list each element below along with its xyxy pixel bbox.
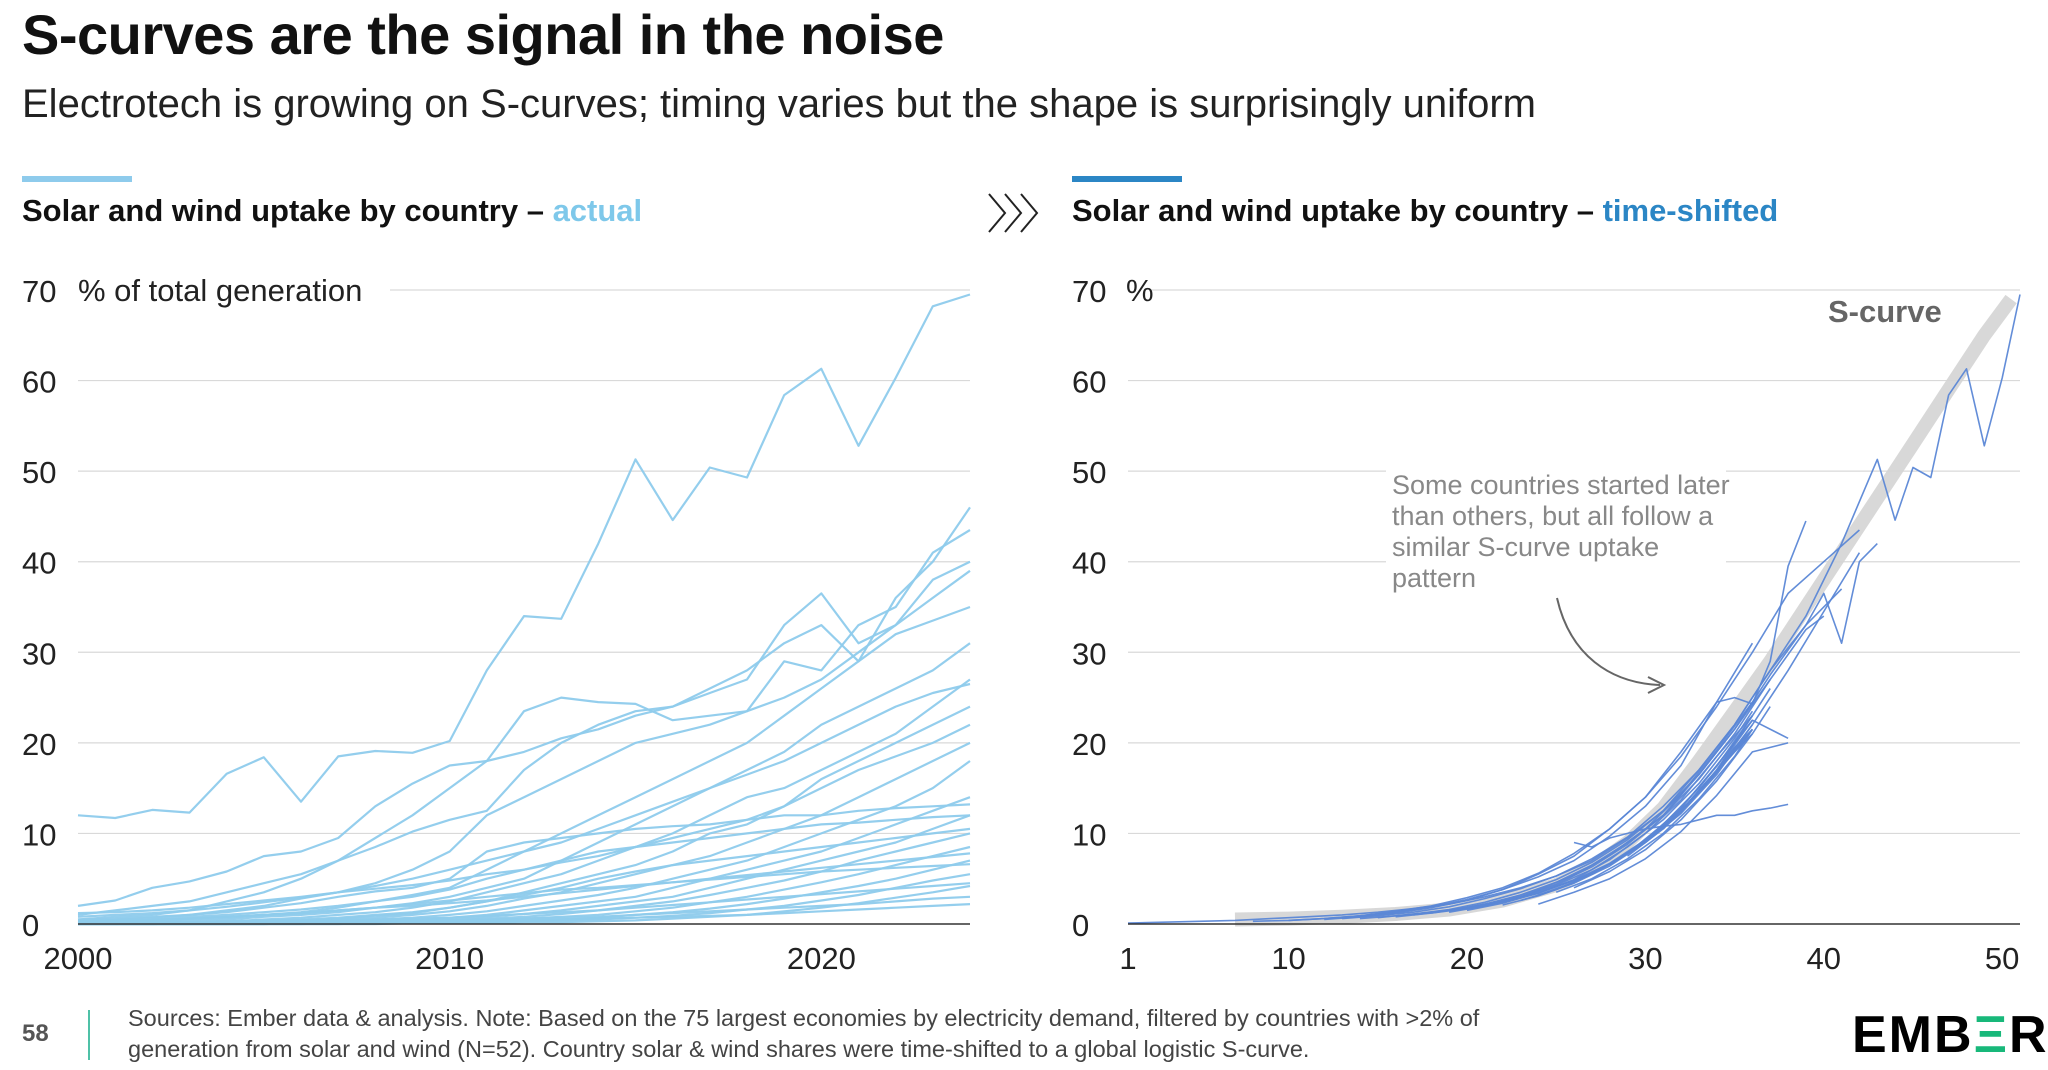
right-panel-title-highlight: time-shifted [1602,193,1779,228]
source-note-line-2: generation from solar and wind (N=52). C… [128,1036,1310,1062]
annotation-arrow [1556,597,1661,686]
ember-logo: EMBΞR [1852,1005,2048,1065]
actual-series-line-19 [77,803,971,921]
shifted-y-tick-label: 40 [1072,546,1106,581]
actual-y-tick-label: 10 [22,817,56,852]
shifted-y-tick-label: 50 [1072,455,1106,490]
time-shifted-uptake-chart: 0 10 20 30 40 50 60 70 % 1 10 20 30 40 50 S-curve Some c… [1072,273,2021,976]
actual-series-line-23 [77,863,971,923]
shifted-x-tick-label: 30 [1628,941,1662,976]
actual-y-tick-label: 20 [22,727,56,762]
shifted-series-line-24 [1538,742,1789,905]
annotation-text-line: than others, but all follow a [1392,501,1714,531]
shifted-series-line-8 [1448,679,1771,913]
left-panel-title-highlight: actual [552,193,643,228]
shifted-y-tick-label: 30 [1072,636,1106,671]
actual-x-tick-label: 2000 [44,941,113,976]
shifted-series-line-6 [1377,588,1843,919]
right-panel-accent-bar [1072,176,1182,182]
shifted-series-line-4 [1342,543,1878,920]
source-note-line-1: Sources: Ember data & analysis. Note: Ba… [128,1005,1480,1031]
page-title: S-curves are the signal in the noise [22,3,944,66]
shifted-series-line-1 [1127,294,2021,924]
shifted-y-tick-label: 10 [1072,817,1106,852]
shifted-x-tick-label: 20 [1450,941,1484,976]
logo-text-left: EMB [1852,1006,1974,1064]
page-number: 58 [22,1020,49,1047]
actual-y-tick-label: 50 [22,455,56,490]
shifted-series-line-15 [1502,728,1754,906]
right-panel-title-prefix: Solar and wind uptake by country – [1072,193,1594,228]
shifted-x-tick-label: 50 [1985,941,2019,976]
actual-series-line-28 [77,682,971,918]
logo-text-right: R [2009,1006,2048,1064]
shifted-series-line-22 [1680,719,1789,812]
annotation-text-line: pattern [1392,563,1476,593]
shifted-series-line-13 [1573,706,1771,889]
left-panel-title-prefix: Solar and wind uptake by country – [22,193,544,228]
actual-series-line-3 [77,560,971,916]
left-panel-accent-bar [22,176,132,182]
actual-y-tick-label: 40 [22,546,56,581]
left-panel-title: Solar and wind uptake by country – actua… [22,193,642,229]
logo-text-mid: Ξ [1973,1006,2010,1064]
shifted-series-line-5 [1252,642,1754,923]
source-note: Sources: Ember data & analysis. Note: Ba… [128,1003,1688,1065]
actual-y-axis-label: % of total generation [78,273,362,308]
shifted-x-tick-label: 40 [1807,941,1841,976]
actual-series-line-7 [78,642,971,925]
shifted-y-axis-label: % [1126,273,1154,308]
chevron-right-icon [988,193,1039,233]
shifted-y-tick-label: 0 [1072,908,1089,943]
footer-divider [88,1010,90,1060]
shifted-series-line-23 [1573,803,1789,848]
shifted-x-tick-label: 1 [1119,941,1136,976]
actual-series-line-27 [77,723,971,915]
shifted-series-line-25 [1359,552,1861,920]
right-panel-title: Solar and wind uptake by country – time-… [1072,193,1778,229]
s-curve-label: S-curve [1828,294,1942,329]
shifted-y-tick-label: 70 [1072,274,1106,309]
actual-uptake-chart: 0 10 20 30 40 50 60 70 % of total generation 2000… [22,273,971,976]
actual-series-line-2 [77,529,971,907]
page-subtitle: Electrotech is growing on S-curves; timi… [22,82,1536,126]
annotation-text-line: Some countries started later [1392,470,1730,500]
actual-y-tick-label: 0 [22,908,39,943]
actual-y-tick-label: 60 [22,365,56,400]
actual-x-tick-label: 2020 [787,941,856,976]
annotation-arrowhead [1647,676,1667,694]
actual-y-tick-label: 30 [22,636,56,671]
shifted-x-tick-label: 10 [1271,941,1305,976]
annotation-background [1386,462,1726,597]
s-curve-line [1234,294,2017,927]
actual-x-tick-label: 2010 [415,941,484,976]
annotation-text-line: similar S-curve uptake [1392,532,1659,562]
actual-series-line-4 [77,506,971,921]
actual-series-line-5 [77,569,971,923]
actual-series-line-1 [77,293,971,820]
shifted-series-line-26 [1395,715,1754,918]
actual-y-tick-label: 70 [22,274,56,309]
shifted-y-tick-label: 20 [1072,727,1106,762]
shifted-y-tick-label: 60 [1072,365,1106,400]
